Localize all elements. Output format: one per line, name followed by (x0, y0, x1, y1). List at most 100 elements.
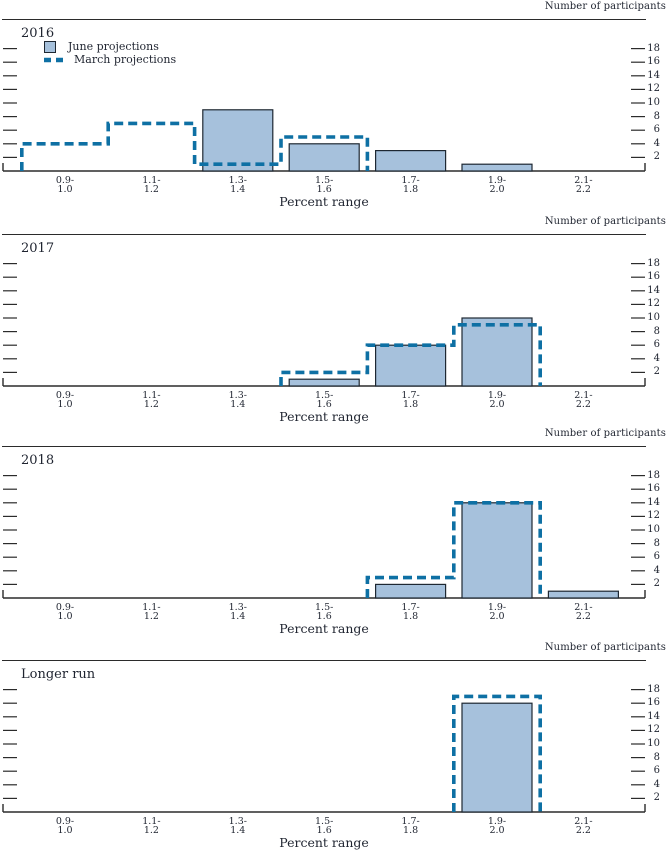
projection-panel-longer-run: Number of participants Longer run Percen… (0, 641, 667, 856)
panel-top-rule (2, 446, 646, 447)
x-tick-line1: 2.1- (574, 390, 593, 401)
x-tick-label: 0.9- 1.0 (43, 602, 87, 622)
x-tick-line2: 1.8 (403, 611, 419, 622)
y-tick-label: 18 (647, 42, 660, 54)
x-axis-line (2, 804, 646, 813)
panel-top-rule (2, 234, 646, 235)
x-tick-label: 1.9- 2.0 (475, 817, 519, 836)
y-tick-label: 8 (653, 110, 660, 122)
y-tick-label: 10 (647, 738, 660, 749)
legend-june-label: June projections (68, 40, 159, 53)
y-tick-label: 18 (647, 469, 660, 481)
x-tick-line2: 1.4 (230, 399, 246, 410)
y-tick-label: 4 (653, 564, 660, 576)
x-axis-title: Percent range (279, 409, 369, 424)
x-tick-label: 1.9- 2.0 (475, 390, 519, 410)
march-projection-line (20, 121, 370, 171)
y-tick-label: 14 (647, 710, 660, 722)
x-tick-line2: 2.0 (489, 611, 505, 622)
y-tick-label: 12 (647, 298, 660, 310)
x-tick-label: 1.3- 1.4 (216, 175, 260, 195)
x-tick-label: 1.5- 1.6 (302, 390, 346, 410)
y-tick-label: 2 (653, 578, 660, 590)
june-bar (202, 109, 274, 172)
right-axis-title: Number of participants (544, 1, 666, 12)
x-tick-label: 1.5- 1.6 (302, 175, 346, 195)
y-tick-label: 8 (653, 325, 660, 337)
y-tick-label: 6 (653, 124, 660, 136)
june-bar (461, 702, 533, 813)
march-projection-line (365, 501, 542, 598)
x-tick-line1: 1.1- (142, 175, 161, 186)
legend-june-row: June projections (43, 40, 176, 53)
y-tick-label: 18 (647, 257, 660, 269)
panel-title: 2017 (21, 241, 55, 256)
x-tick-line2: 2.2 (575, 184, 591, 195)
x-tick-label: 1.5- 1.6 (302, 603, 346, 622)
x-tick-line1: 1.5- (315, 390, 334, 401)
june-bar (461, 502, 533, 599)
x-tick-line2: 1.8 (403, 399, 419, 410)
june-bar (375, 583, 447, 599)
y-tick-label: 8 (653, 537, 660, 549)
x-tick-line2: 1.0 (57, 825, 73, 836)
x-tick-label: 1.3- 1.4 (216, 391, 260, 410)
x-tick-label: 1.1- 1.2 (129, 603, 173, 622)
x-tick-line1: 0.9- (55, 816, 75, 827)
x-tick-line1: 1.5- (315, 175, 334, 186)
x-tick-label: 1.7- 1.8 (389, 603, 433, 622)
panel-top-rule (2, 660, 646, 661)
x-tick-line2: 1.4 (230, 611, 246, 622)
y-tick-label: 6 (653, 765, 660, 777)
x-tick-line2: 1.2 (143, 611, 159, 622)
x-tick-line2: 2.2 (575, 611, 591, 622)
x-tick-label: 1.3- 1.4 (216, 603, 260, 622)
legend-march-row: March projections (43, 53, 176, 66)
panel-top-rule (2, 19, 646, 20)
x-tick-line1: 1.3- (228, 175, 247, 186)
histogram-plot (2, 47, 646, 172)
x-tick-line2: 1.8 (403, 184, 419, 195)
histogram-plot (2, 474, 646, 599)
x-tick-line1: 1.7- (401, 390, 420, 401)
x-tick-line2: 2.0 (489, 399, 505, 410)
x-tick-label: 0.9- 1.0 (43, 175, 87, 195)
histogram-plot (2, 262, 646, 387)
legend-march-label: March projections (74, 53, 177, 66)
y-tick-label: 14 (647, 284, 660, 296)
y-tick-label: 12 (647, 724, 660, 736)
y-tick-label: 14 (647, 496, 660, 508)
x-tick-line1: 1.3- (228, 816, 247, 827)
projection-panel-2017: Number of participants 2017 Percent rang… (0, 215, 667, 430)
y-tick-label: 4 (653, 352, 660, 364)
x-tick-label: 1.9- 2.0 (475, 603, 519, 622)
june-bar (375, 344, 447, 387)
histogram-plot (2, 688, 646, 813)
x-tick-line1: 1.9- (487, 390, 507, 401)
panel-title: Longer run (21, 667, 96, 682)
x-tick-line2: 2.2 (575, 399, 591, 410)
x-tick-label: 0.9- 1.0 (43, 390, 87, 410)
x-tick-line2: 1.6 (316, 399, 332, 410)
x-tick-label: 1.7- 1.8 (389, 390, 433, 410)
x-tick-line2: 1.2 (143, 184, 159, 195)
y-tick-label: 2 (653, 151, 660, 163)
panel-title: 2016 (21, 26, 55, 41)
march-projection-line (452, 694, 542, 812)
june-bar (547, 590, 620, 599)
x-tick-line2: 1.6 (316, 825, 332, 836)
x-tick-line2: 1.0 (57, 611, 73, 622)
x-tick-line1: 0.9- (55, 390, 75, 401)
x-tick-label: 1.7- 1.8 (389, 817, 433, 836)
y-tick-label: 10 (647, 97, 660, 108)
x-tick-label: 1.1- 1.2 (129, 391, 173, 410)
june-bar (288, 143, 360, 172)
legend: June projections March projections (43, 40, 176, 66)
y-tick-label: 10 (647, 524, 660, 535)
x-tick-line2: 1.0 (57, 184, 73, 195)
x-tick-line1: 0.9- (55, 175, 75, 186)
x-tick-line1: 0.9- (55, 602, 75, 613)
june-swatch-icon (44, 40, 56, 53)
y-tick-label: 4 (653, 137, 660, 149)
x-tick-label: 0.9- 1.0 (43, 816, 87, 836)
